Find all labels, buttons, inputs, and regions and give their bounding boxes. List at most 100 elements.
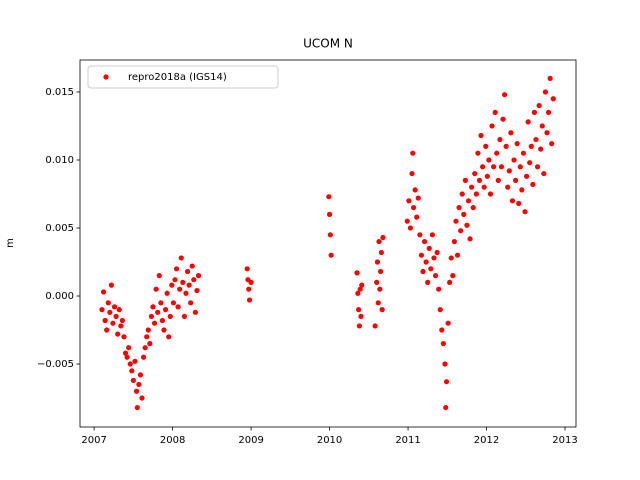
data-point (407, 225, 414, 231)
data-point (484, 173, 490, 179)
data-point (467, 236, 473, 242)
data-point (494, 150, 500, 156)
data-point (167, 313, 173, 320)
data-point (426, 245, 432, 251)
data-point (437, 307, 443, 313)
data-point (418, 252, 424, 258)
data-point (420, 268, 426, 275)
data-point (458, 228, 464, 234)
x-tick-label: 2007 (81, 435, 106, 446)
data-point (150, 304, 156, 310)
data-point (547, 75, 553, 81)
y-tick-label: 0.000 (45, 291, 74, 302)
data-point (538, 146, 544, 152)
data-point (443, 379, 450, 385)
data-point (421, 238, 428, 245)
data-point (530, 181, 536, 188)
data-point (127, 361, 133, 367)
data-point (177, 286, 183, 292)
data-point (173, 266, 180, 272)
data-point (374, 259, 381, 265)
data-point (410, 204, 417, 211)
data-point (358, 313, 364, 320)
data-point (355, 290, 361, 296)
data-point (116, 307, 122, 313)
data-point (121, 334, 127, 340)
data-point (465, 198, 472, 204)
data-point (108, 282, 114, 288)
data-point (534, 164, 541, 170)
data-point (523, 173, 530, 179)
x-tick-label: 2010 (317, 435, 342, 446)
legend-marker (103, 74, 109, 80)
data-point (104, 327, 110, 333)
data-point (137, 372, 144, 378)
data-point (181, 313, 187, 320)
data-point (178, 255, 184, 261)
data-point (432, 273, 439, 279)
data-point (189, 263, 195, 269)
data-point (490, 164, 497, 170)
x-tick-label: 2011 (395, 435, 420, 446)
data-point (412, 187, 418, 193)
data-point (536, 102, 542, 109)
data-point (248, 279, 254, 286)
data-point (378, 249, 384, 256)
data-point (105, 300, 111, 306)
data-point (156, 273, 162, 279)
data-point (495, 177, 501, 183)
data-point (183, 290, 189, 296)
data-point (512, 177, 519, 183)
data-point (356, 307, 362, 313)
data-point (359, 282, 365, 288)
y-tick-label: 0.015 (45, 87, 74, 98)
data-point (102, 317, 108, 324)
data-point (194, 287, 200, 294)
data-point (110, 320, 116, 326)
data-point (469, 184, 475, 190)
data-point (453, 218, 459, 224)
data-point (100, 289, 107, 295)
data-point (486, 157, 492, 163)
data-point (525, 119, 531, 125)
y-tick-label: 0.005 (45, 223, 74, 234)
chart-title: UCOM N (303, 37, 353, 51)
data-point (134, 404, 140, 411)
data-point (374, 279, 380, 286)
data-point (115, 331, 121, 337)
data-point (155, 309, 161, 315)
data-point (162, 307, 169, 313)
data-point (170, 300, 176, 306)
data-point (184, 268, 191, 275)
data-point (139, 395, 145, 401)
data-point (357, 286, 363, 292)
data-point (379, 307, 385, 313)
data-point (414, 214, 420, 220)
data-point (376, 238, 382, 245)
data-point (498, 164, 505, 170)
data-point (107, 309, 113, 315)
data-point (541, 170, 547, 177)
x-tick-label: 2008 (160, 435, 185, 446)
data-point (509, 198, 516, 204)
data-point (158, 300, 164, 306)
data-point (354, 270, 360, 276)
data-point (448, 255, 454, 261)
data-point (151, 320, 158, 326)
data-point (166, 334, 172, 340)
data-point (356, 323, 362, 329)
data-point (375, 300, 381, 306)
data-point (450, 273, 456, 279)
y-axis-label: m (5, 238, 16, 248)
data-point (147, 341, 153, 347)
data-point (539, 123, 545, 129)
data-point (439, 327, 445, 333)
data-point (503, 143, 509, 149)
data-point (447, 279, 453, 286)
data-point (99, 307, 105, 313)
data-point (404, 218, 410, 224)
data-point (161, 327, 167, 333)
data-point (476, 177, 483, 183)
data-point (445, 320, 451, 326)
